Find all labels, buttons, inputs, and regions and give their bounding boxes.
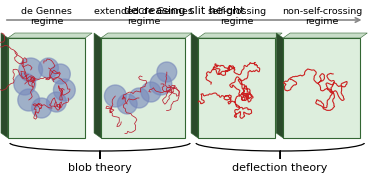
Bar bbox=[101, 38, 185, 138]
Circle shape bbox=[150, 73, 172, 95]
Bar bbox=[198, 38, 275, 138]
Circle shape bbox=[19, 58, 42, 82]
Circle shape bbox=[18, 89, 39, 111]
Circle shape bbox=[117, 94, 137, 114]
Circle shape bbox=[46, 92, 66, 112]
Polygon shape bbox=[198, 33, 282, 38]
Circle shape bbox=[39, 58, 58, 78]
Circle shape bbox=[54, 79, 75, 101]
Text: non-self-crossing
regime: non-self-crossing regime bbox=[282, 7, 362, 26]
Text: de Gennes
regime: de Gennes regime bbox=[21, 7, 72, 26]
Circle shape bbox=[141, 82, 161, 102]
Circle shape bbox=[14, 73, 36, 95]
Polygon shape bbox=[8, 33, 92, 38]
Text: extended de Gennes
regime: extended de Gennes regime bbox=[94, 7, 193, 26]
Circle shape bbox=[105, 85, 126, 107]
Text: deflection theory: deflection theory bbox=[232, 163, 328, 173]
Circle shape bbox=[157, 62, 177, 82]
Text: self-crossing
regime: self-crossing regime bbox=[207, 7, 266, 26]
Text: decreasing slit height: decreasing slit height bbox=[124, 6, 244, 16]
Circle shape bbox=[32, 98, 51, 118]
Polygon shape bbox=[101, 33, 192, 38]
Polygon shape bbox=[276, 33, 283, 138]
Polygon shape bbox=[191, 33, 198, 138]
Circle shape bbox=[51, 64, 70, 84]
Polygon shape bbox=[94, 33, 101, 138]
Polygon shape bbox=[1, 33, 8, 138]
Text: blob theory: blob theory bbox=[68, 163, 132, 173]
Polygon shape bbox=[283, 33, 367, 38]
Circle shape bbox=[129, 88, 149, 108]
Bar bbox=[283, 38, 360, 138]
Bar bbox=[8, 38, 85, 138]
